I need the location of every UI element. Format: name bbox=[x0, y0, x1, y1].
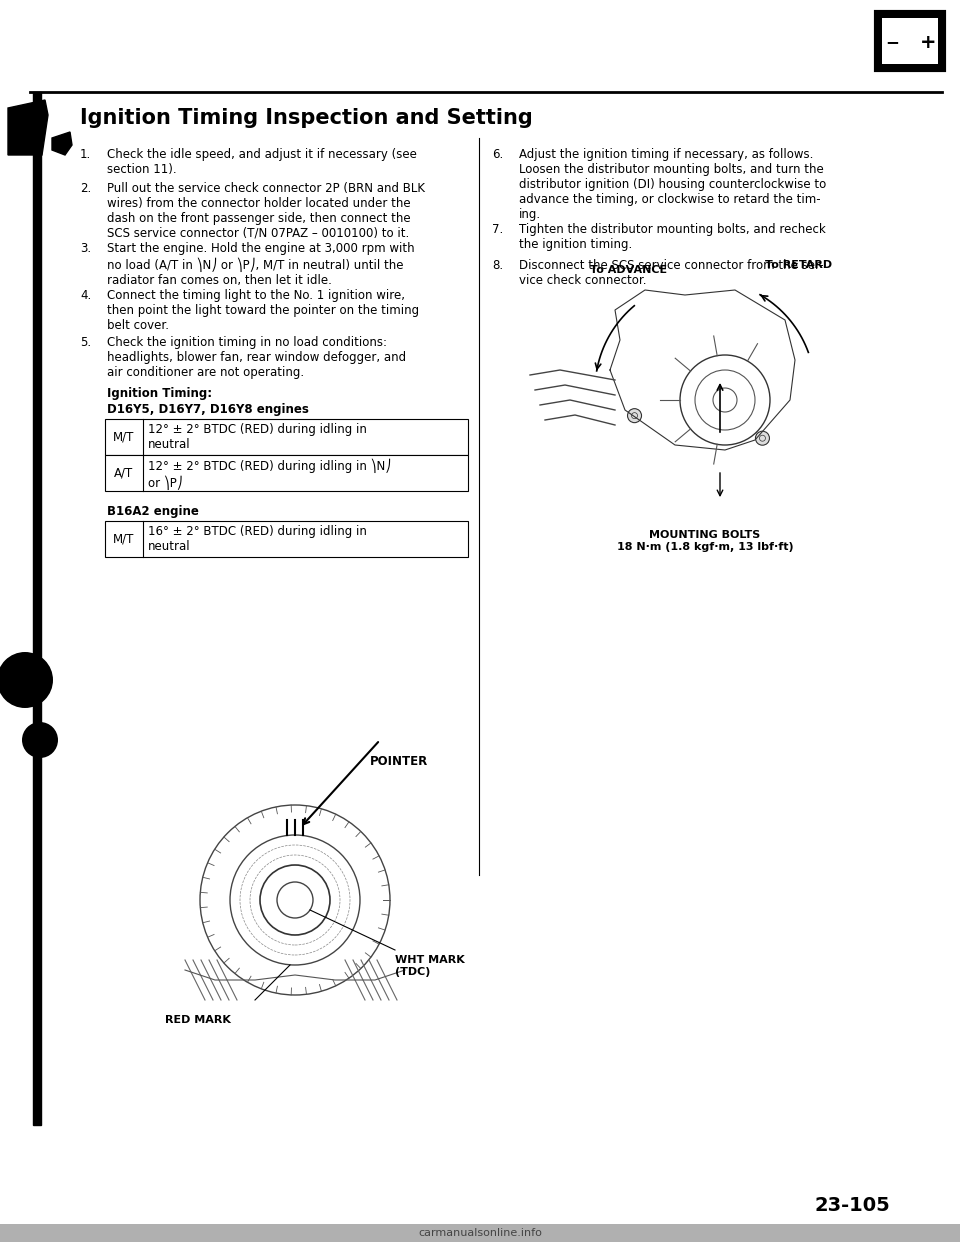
Bar bbox=[0, 1225, 960, 1242]
Text: POINTER: POINTER bbox=[370, 755, 428, 768]
Text: 12° ± 2° BTDC (RED) during idling in ⎞N⎠
or ⎞P⎠: 12° ± 2° BTDC (RED) during idling in ⎞N⎠… bbox=[148, 460, 391, 491]
Text: To ADVANCE: To ADVANCE bbox=[590, 265, 667, 274]
Text: 1.: 1. bbox=[80, 148, 91, 161]
Bar bbox=[105, 419, 468, 455]
Text: Connect the timing light to the No. 1 ignition wire,
then point the light toward: Connect the timing light to the No. 1 ig… bbox=[107, 289, 420, 332]
Text: MOUNTING BOLTS
18 N·m (1.8 kgf·m, 13 lbf·ft): MOUNTING BOLTS 18 N·m (1.8 kgf·m, 13 lbf… bbox=[616, 530, 793, 551]
Text: WHT MARK
(TDC): WHT MARK (TDC) bbox=[395, 955, 465, 976]
Text: RED MARK: RED MARK bbox=[165, 1015, 230, 1025]
Text: Disconnect the SCS service connector from the ser-
vice check connector.: Disconnect the SCS service connector fro… bbox=[519, 260, 824, 287]
Text: Adjust the ignition timing if necessary, as follows.
Loosen the distributor moun: Adjust the ignition timing if necessary,… bbox=[519, 148, 827, 221]
Polygon shape bbox=[8, 101, 48, 155]
Circle shape bbox=[628, 409, 641, 422]
Circle shape bbox=[756, 431, 770, 445]
Text: Ignition Timing:: Ignition Timing: bbox=[107, 388, 212, 400]
Text: 16° ± 2° BTDC (RED) during idling in
neutral: 16° ± 2° BTDC (RED) during idling in neu… bbox=[148, 525, 367, 553]
Text: Start the engine. Hold the engine at 3,000 rpm with
no load (A/T in ⎞N⎠ or ⎞P⎠, : Start the engine. Hold the engine at 3,0… bbox=[107, 242, 415, 287]
Text: Check the ignition timing in no load conditions:
headlights, blower fan, rear wi: Check the ignition timing in no load con… bbox=[107, 337, 406, 379]
Bar bbox=[105, 520, 468, 556]
Text: B16A2 engine: B16A2 engine bbox=[107, 505, 199, 518]
Text: Tighten the distributor mounting bolts, and recheck
the ignition timing.: Tighten the distributor mounting bolts, … bbox=[519, 224, 826, 251]
Text: 5.: 5. bbox=[80, 337, 91, 349]
Circle shape bbox=[0, 652, 53, 708]
Text: 7.: 7. bbox=[492, 224, 503, 236]
Text: A/T: A/T bbox=[114, 467, 133, 479]
Text: 3.: 3. bbox=[80, 242, 91, 255]
Text: To RETARD: To RETARD bbox=[765, 260, 832, 270]
Text: M/T: M/T bbox=[113, 533, 134, 545]
Text: +: + bbox=[920, 32, 936, 51]
Text: 23-105: 23-105 bbox=[814, 1196, 890, 1215]
Polygon shape bbox=[52, 132, 72, 155]
Bar bbox=[105, 455, 468, 491]
Text: 2.: 2. bbox=[80, 183, 91, 195]
Bar bbox=[882, 17, 938, 65]
Circle shape bbox=[22, 722, 58, 758]
Text: M/T: M/T bbox=[113, 431, 134, 443]
Text: Ignition Timing Inspection and Setting: Ignition Timing Inspection and Setting bbox=[80, 108, 533, 128]
Bar bbox=[876, 12, 944, 70]
Text: D16Y5, D16Y7, D16Y8 engines: D16Y5, D16Y7, D16Y8 engines bbox=[107, 402, 309, 416]
Text: carmanualsonline.info: carmanualsonline.info bbox=[418, 1228, 542, 1238]
Text: Check the idle speed, and adjust it if necessary (see
section 11).: Check the idle speed, and adjust it if n… bbox=[107, 148, 417, 176]
Text: 4.: 4. bbox=[80, 289, 91, 302]
Text: −: − bbox=[885, 34, 899, 51]
Text: 12° ± 2° BTDC (RED) during idling in
neutral: 12° ± 2° BTDC (RED) during idling in neu… bbox=[148, 424, 367, 451]
Polygon shape bbox=[33, 92, 41, 1125]
Text: 6.: 6. bbox=[492, 148, 503, 161]
Text: 8.: 8. bbox=[492, 260, 503, 272]
Text: Pull out the service check connector 2P (BRN and BLK
wires) from the connector h: Pull out the service check connector 2P … bbox=[107, 183, 425, 240]
